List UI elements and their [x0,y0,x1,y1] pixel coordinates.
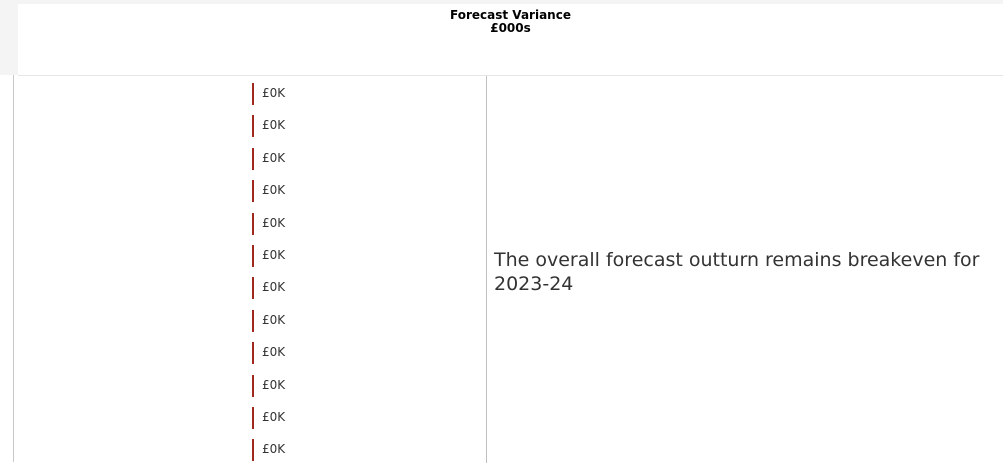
cell-value: £0K [262,410,286,424]
zero-bar [252,147,254,170]
zero-bar [252,342,254,365]
zero-bar [252,407,254,429]
table-row: £0K [18,274,486,306]
cell-value: £0K [262,248,286,262]
column-separator [486,76,487,463]
table-row: £0K [18,80,486,112]
cell-value: £0K [262,280,286,295]
table-row: £0K [18,372,486,404]
cell-value: £0K [262,183,286,198]
zero-bar [252,309,254,332]
header-title: Forecast Variance [450,8,571,22]
border [13,75,14,462]
cell-value: £0K [262,215,286,230]
column-header: Forecast Variance £000s [18,4,1003,75]
header-unit: £000s [490,21,531,35]
table-row: £0K [18,339,486,371]
table-row: £0K [18,436,486,468]
background [0,0,18,75]
cell-value: £0K [262,118,286,133]
zero-bar [252,212,254,235]
zero-bar [252,180,254,203]
zero-bar [252,277,254,300]
zero-bar [252,245,254,267]
table-row: £0K [18,112,486,144]
table-row: £0K [18,145,486,177]
table-row: £0K [18,307,486,339]
table-row: £0K [18,210,486,242]
zero-bar [252,115,254,138]
table: The overall forecast outturn remains bre… [18,75,1003,463]
commentary: The overall forecast outturn remains bre… [494,249,980,295]
background [0,0,1003,4]
zero-bar [252,83,254,105]
cell-value: £0K [262,150,286,165]
cell-value: £0K [262,86,286,100]
table-row: £0K [18,242,486,274]
zero-bar [252,439,254,462]
cell-value: £0K [262,312,286,327]
zero-bar [252,374,254,397]
cell-value: £0K [262,377,286,392]
cell-value: £0K [262,442,286,457]
table-row: £0K [18,177,486,209]
table-row: £0K [18,404,486,436]
cell-value: £0K [262,345,286,360]
